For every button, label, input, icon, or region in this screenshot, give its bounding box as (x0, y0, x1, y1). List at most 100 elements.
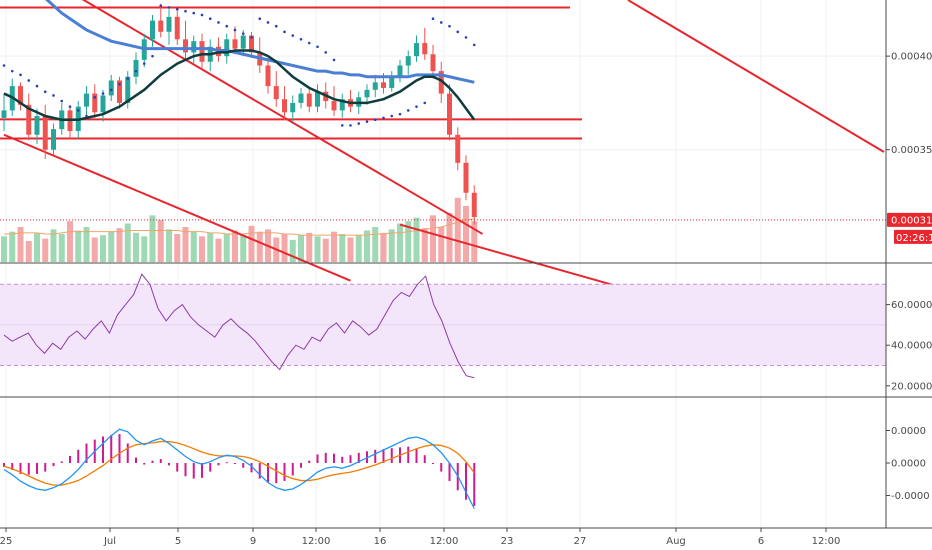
volume-bar (149, 215, 156, 262)
volume-bar (430, 215, 436, 262)
price-background (0, 0, 886, 262)
sar-dot (332, 58, 336, 62)
rsi-tick-label: 40.0000 (891, 341, 932, 352)
macd-histogram-bar (258, 463, 261, 479)
macd-histogram-bar (407, 446, 410, 463)
candle-down (92, 93, 98, 113)
sar-dot (241, 32, 245, 35)
candle-up (298, 93, 304, 103)
macd-histogram-bar (143, 463, 146, 465)
candle-down (430, 54, 436, 72)
sar-dot (274, 24, 278, 28)
macd-histogram-bar (159, 459, 162, 463)
sar-dot (68, 105, 72, 108)
sar-dot (291, 34, 295, 37)
countdown-tag (894, 229, 932, 244)
candle-up (339, 99, 345, 111)
candle-up (414, 43, 419, 57)
candle-up (290, 102, 296, 113)
macd-tick-label: 0.0000 (891, 426, 926, 437)
macd-histogram-bar (77, 449, 80, 463)
volume-bar (347, 237, 354, 262)
volume-bar (355, 235, 362, 262)
candle-up (125, 76, 131, 103)
macd-histogram-bar (250, 463, 253, 473)
time-tick-label: 27 (574, 536, 587, 547)
volume-bar (446, 213, 453, 262)
macd-histogram-bar (36, 463, 38, 474)
candle-up (1, 110, 7, 118)
price-pane[interactable] (0, 0, 886, 301)
volume-bar (388, 229, 395, 262)
sar-dot (233, 28, 237, 32)
sar-dot (208, 17, 212, 21)
price-tick-label: 0.0004000 (891, 52, 932, 63)
volume-bar (397, 223, 403, 262)
sar-dot (27, 79, 31, 82)
macd-histogram-bar (300, 463, 302, 468)
macd-histogram-bar (415, 448, 418, 463)
candle-down (183, 39, 188, 53)
macd-pane[interactable] (3, 428, 476, 509)
time-tick-label: 12:00 (430, 536, 459, 547)
candle-down (455, 134, 461, 163)
sar-dot (406, 109, 410, 112)
macd-histogram-bar (19, 463, 22, 474)
candle-down (42, 116, 48, 150)
candle-down (174, 16, 180, 40)
volume-bar (223, 234, 230, 262)
sar-dot (398, 112, 402, 116)
volume-bar (157, 220, 164, 262)
volume-bar (405, 221, 412, 262)
volume-bar (17, 227, 24, 262)
macd-histogram-bar (184, 463, 187, 477)
macd-histogram-bar (192, 463, 195, 479)
volume-bar (124, 223, 131, 262)
volume-bar (306, 232, 313, 262)
volume-bar (42, 238, 49, 262)
macd-histogram-bar (234, 463, 236, 464)
macd-histogram-bar (440, 463, 443, 472)
macd-histogram-bar (324, 452, 327, 463)
trend-line (627, 0, 885, 153)
macd-histogram-bar (382, 448, 385, 463)
sar-dot (118, 82, 121, 86)
rsi-tick-label: 20.0000 (891, 381, 932, 392)
time-tick-label: 25 (0, 536, 12, 547)
rsi-pane[interactable] (0, 273, 886, 379)
price-axis-background (886, 0, 932, 550)
volume-bar (463, 206, 469, 262)
time-tick-label: 5 (175, 536, 181, 547)
sar-dot (472, 43, 476, 47)
volume-bar (190, 231, 197, 262)
sar-dot (382, 116, 385, 120)
macd-histogram-bar (217, 463, 220, 466)
sar-dot (35, 84, 39, 88)
candle-down (265, 65, 271, 87)
sar-dot (307, 41, 311, 45)
volume-bar (215, 238, 222, 262)
sar-dot (299, 38, 303, 41)
sar-dot (340, 124, 344, 127)
macd-tick-label: -0.0000 (891, 491, 930, 502)
candle-up (133, 59, 139, 77)
volume-bar (471, 221, 478, 262)
macd-histogram-bar (110, 434, 113, 463)
sar-dot (19, 73, 22, 77)
sar-dot (167, 6, 171, 9)
volume-bar (116, 228, 123, 262)
sar-dot (349, 124, 352, 127)
sar-dot (217, 21, 220, 24)
candle-up (315, 91, 320, 107)
candle-down (438, 71, 444, 94)
volume-bar (91, 237, 98, 262)
volume-bar (421, 228, 428, 262)
sar-dot (10, 69, 14, 73)
candle-up (51, 129, 56, 150)
candle-down (471, 192, 477, 218)
sar-dot (126, 77, 130, 80)
candle-up (397, 65, 403, 77)
candle-down (158, 20, 164, 32)
sar-dot (93, 96, 97, 99)
